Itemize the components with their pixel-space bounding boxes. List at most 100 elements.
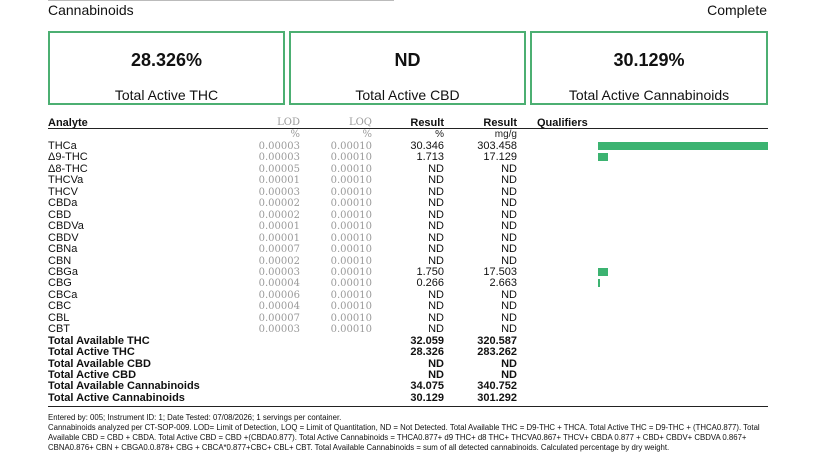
analyte-name: CBN [48, 254, 72, 267]
loq-value: 0.00010 [330, 312, 372, 324]
result-pct: ND [428, 220, 444, 233]
result-mg: ND [501, 311, 517, 324]
col-header-qualifiers: Qualifiers [537, 117, 588, 129]
lod-value: 0.00007 [258, 244, 300, 256]
result-mg: ND [501, 288, 517, 301]
table-row: CBNa 0.00007 0.00010 ND ND [0, 243, 813, 256]
summary-value: 30.129% [613, 50, 685, 70]
result-mg: 303.458 [477, 140, 517, 152]
lod-value: 0.00002 [258, 255, 300, 267]
total-pct: 28.326 [410, 346, 444, 359]
table-row: CBDV 0.00001 0.00010 ND ND [0, 232, 813, 244]
total-name: Total Active Cannabinoids [48, 391, 185, 404]
analyte-name: CBNa [48, 243, 78, 256]
lod-value: 0.00003 [258, 152, 300, 164]
summary-label: Total Active Cannabinoids [568, 87, 730, 103]
result-pct: ND [428, 185, 444, 198]
table-row: CBGa 0.00003 0.00010 1.750 17.503 [0, 265, 813, 278]
summary-value: 28.326% [130, 50, 203, 70]
result-pct: 1.713 [416, 151, 444, 164]
footer-line-2: Cannabinoids analyzed per CT-SOP-009. LO… [48, 423, 760, 452]
result-pct: ND [428, 311, 444, 324]
table-row: Δ8-THC 0.00005 0.00010 ND ND [0, 162, 813, 175]
loq-value: 0.00010 [330, 221, 372, 233]
result-pct: 30.346 [410, 140, 444, 152]
col-header-result-mg: Result [483, 117, 517, 129]
total-row: Total Active Cannabinoids 30.129 301.292 [0, 391, 813, 404]
unit-result-mg: mg/g [494, 129, 517, 140]
summary-label: Total Active CBD [355, 87, 460, 103]
analyte-name: CBCa [48, 288, 78, 301]
loq-value: 0.00010 [330, 266, 372, 278]
result-pct: ND [428, 208, 444, 221]
unit-loq: % [362, 129, 372, 140]
table-row: CBT 0.00003 0.00010 ND ND [0, 323, 813, 336]
analyte-name: Δ8-THC [48, 162, 88, 175]
table-row: THCV 0.00003 0.00010 ND ND [0, 185, 813, 198]
total-pct: 32.059 [410, 334, 444, 347]
unit-result-pct: % [435, 129, 444, 140]
lod-value: 0.00005 [258, 163, 300, 175]
analyte-name: CBDVa [48, 220, 84, 233]
result-mg: ND [501, 300, 517, 313]
lod-value: 0.00006 [258, 289, 300, 301]
result-pct: ND [428, 300, 444, 313]
lod-value: 0.00002 [258, 198, 300, 210]
analyte-name: THCV [48, 185, 78, 198]
result-mg: ND [501, 323, 517, 336]
summary-value: ND [394, 50, 421, 70]
total-pct: ND [428, 357, 444, 370]
table-bottom-rule [48, 406, 768, 407]
footer-line-1: Entered by: 005; Instrument ID: 1; Date … [48, 413, 342, 422]
result-bar [598, 153, 608, 162]
loq-value: 0.00010 [330, 152, 372, 164]
status-label: Complete [707, 2, 767, 18]
table-row: CBG 0.00004 0.00010 0.266 2.663 [0, 277, 813, 290]
analyte-name: Δ9-THC [48, 151, 88, 164]
lod-value: 0.00001 [258, 221, 300, 233]
total-name: Total Available CBD [48, 357, 151, 370]
result-pct: ND [428, 254, 444, 267]
result-mg: ND [501, 254, 517, 267]
result-mg: 2.663 [489, 277, 517, 290]
loq-value: 0.00010 [330, 301, 372, 313]
section-header: Cannabinoids Complete [0, 0, 813, 22]
lod-value: 0.00003 [258, 141, 300, 152]
loq-value: 0.00010 [330, 198, 372, 210]
total-name: Total Available Cannabinoids [48, 380, 200, 393]
lod-value: 0.00007 [258, 312, 300, 324]
result-mg: ND [501, 185, 517, 198]
result-mg: 17.129 [483, 151, 517, 164]
result-mg: ND [501, 220, 517, 233]
summary-label: Total Active THC [114, 87, 219, 103]
table-row: CBL 0.00007 0.00010 ND ND [0, 311, 813, 324]
loq-value: 0.00010 [330, 186, 372, 198]
total-mg: 340.752 [477, 380, 517, 393]
col-header-analyte: Analyte [48, 117, 88, 129]
summary-box-total-active-thc: 28.326% Total Active THC [48, 31, 285, 105]
analyte-name: CBGa [48, 265, 78, 278]
result-pct: ND [428, 197, 444, 210]
loq-value: 0.00010 [330, 289, 372, 301]
total-pct: 30.129 [410, 391, 444, 404]
lod-value: 0.00002 [258, 209, 300, 221]
total-pct: ND [428, 369, 444, 381]
loq-value: 0.00010 [330, 175, 372, 187]
loq-value: 0.00010 [330, 232, 372, 244]
table-row: THCa 0.00003 0.00010 30.346 303.458 [0, 140, 813, 152]
lod-value: 0.00003 [258, 186, 300, 198]
loq-value: 0.00010 [330, 141, 372, 152]
table-row: THCVa 0.00001 0.00010 ND ND [0, 174, 813, 187]
table-row: CBN 0.00002 0.00010 ND ND [0, 254, 813, 267]
result-pct: ND [428, 174, 444, 187]
total-name: Total Available THC [48, 334, 150, 347]
result-bar [598, 267, 608, 276]
section-title: Cannabinoids [48, 2, 134, 18]
table-row: CBCa 0.00006 0.00010 ND ND [0, 288, 813, 301]
lod-value: 0.00001 [258, 232, 300, 244]
analyte-name: CBG [48, 277, 72, 290]
table-row: CBC 0.00004 0.00010 ND ND [0, 300, 813, 313]
result-mg: ND [501, 243, 517, 256]
loq-value: 0.00010 [330, 255, 372, 267]
lod-value: 0.00001 [258, 175, 300, 187]
